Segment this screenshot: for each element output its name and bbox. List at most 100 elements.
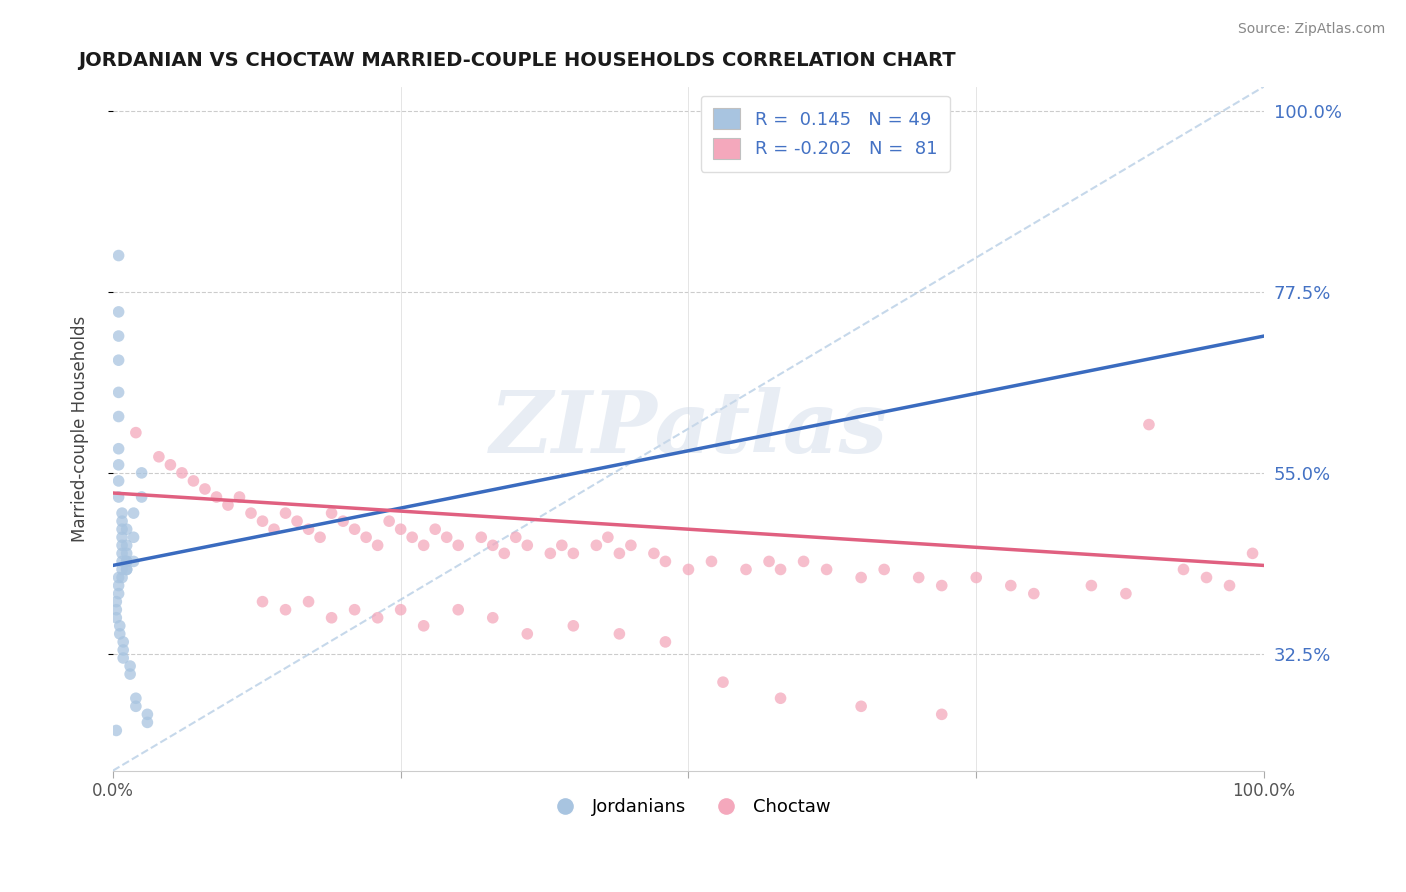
Point: [159, 458, 181, 472]
Point: [1195, 570, 1218, 584]
Point: [758, 554, 780, 568]
Point: [274, 506, 297, 520]
Point: [700, 554, 723, 568]
Point: [931, 578, 953, 592]
Point: [115, 546, 138, 560]
Point: [297, 522, 319, 536]
Point: [425, 522, 447, 536]
Point: [389, 522, 412, 536]
Point: [965, 570, 987, 584]
Point: [538, 546, 561, 560]
Point: [122, 554, 145, 568]
Point: [481, 538, 503, 552]
Point: [183, 474, 205, 488]
Point: [481, 611, 503, 625]
Point: [412, 538, 434, 552]
Point: [849, 699, 872, 714]
Point: [111, 554, 134, 568]
Point: [505, 530, 527, 544]
Point: [367, 611, 389, 625]
Point: [115, 522, 138, 536]
Y-axis label: Married-couple Households: Married-couple Households: [72, 316, 89, 541]
Point: [562, 619, 585, 633]
Point: [107, 586, 129, 600]
Point: [107, 248, 129, 262]
Point: [1080, 578, 1102, 592]
Point: [354, 530, 377, 544]
Point: [111, 546, 134, 560]
Text: ZIPatlas: ZIPatlas: [489, 387, 887, 470]
Point: [122, 506, 145, 520]
Point: [111, 530, 134, 544]
Point: [194, 482, 217, 496]
Point: [107, 490, 129, 504]
Point: [654, 554, 676, 568]
Point: [240, 506, 263, 520]
Point: [678, 562, 700, 576]
Point: [309, 530, 332, 544]
Point: [516, 538, 538, 552]
Point: [107, 458, 129, 472]
Point: [107, 305, 129, 319]
Point: [252, 514, 274, 528]
Point: [107, 353, 129, 368]
Point: [122, 530, 145, 544]
Point: [436, 530, 458, 544]
Point: [107, 329, 129, 343]
Point: [252, 595, 274, 609]
Point: [1218, 578, 1240, 592]
Point: [136, 715, 159, 730]
Point: [596, 530, 619, 544]
Point: [105, 611, 128, 625]
Point: [401, 530, 423, 544]
Point: [562, 546, 585, 560]
Point: [205, 490, 228, 504]
Point: [274, 603, 297, 617]
Point: [1022, 586, 1045, 600]
Point: [343, 603, 366, 617]
Point: [643, 546, 665, 560]
Legend: Jordanians, Choctaw: Jordanians, Choctaw: [540, 791, 838, 823]
Point: [447, 603, 470, 617]
Point: [112, 651, 135, 665]
Point: [107, 409, 129, 424]
Point: [849, 570, 872, 584]
Point: [285, 514, 308, 528]
Point: [107, 442, 129, 456]
Point: [107, 385, 129, 400]
Point: [1115, 586, 1137, 600]
Point: [108, 619, 131, 633]
Point: [620, 538, 643, 552]
Point: [111, 538, 134, 552]
Point: [815, 562, 838, 576]
Point: [115, 562, 138, 576]
Point: [343, 522, 366, 536]
Point: [105, 723, 128, 738]
Point: [111, 522, 134, 536]
Point: [1000, 578, 1022, 592]
Point: [115, 562, 138, 576]
Point: [585, 538, 607, 552]
Point: [111, 570, 134, 584]
Point: [367, 538, 389, 552]
Point: [1137, 417, 1160, 432]
Point: [125, 699, 148, 714]
Text: JORDANIAN VS CHOCTAW MARRIED-COUPLE HOUSEHOLDS CORRELATION CHART: JORDANIAN VS CHOCTAW MARRIED-COUPLE HOUS…: [79, 51, 956, 70]
Point: [107, 570, 129, 584]
Point: [551, 538, 574, 552]
Point: [107, 578, 129, 592]
Point: [769, 691, 792, 706]
Point: [217, 498, 239, 512]
Point: [148, 450, 170, 464]
Point: [115, 554, 138, 568]
Point: [321, 506, 343, 520]
Point: [136, 707, 159, 722]
Point: [115, 554, 138, 568]
Point: [112, 643, 135, 657]
Point: [735, 562, 758, 576]
Point: [111, 506, 134, 520]
Point: [378, 514, 401, 528]
Point: [654, 635, 676, 649]
Point: [120, 659, 142, 673]
Point: [609, 546, 631, 560]
